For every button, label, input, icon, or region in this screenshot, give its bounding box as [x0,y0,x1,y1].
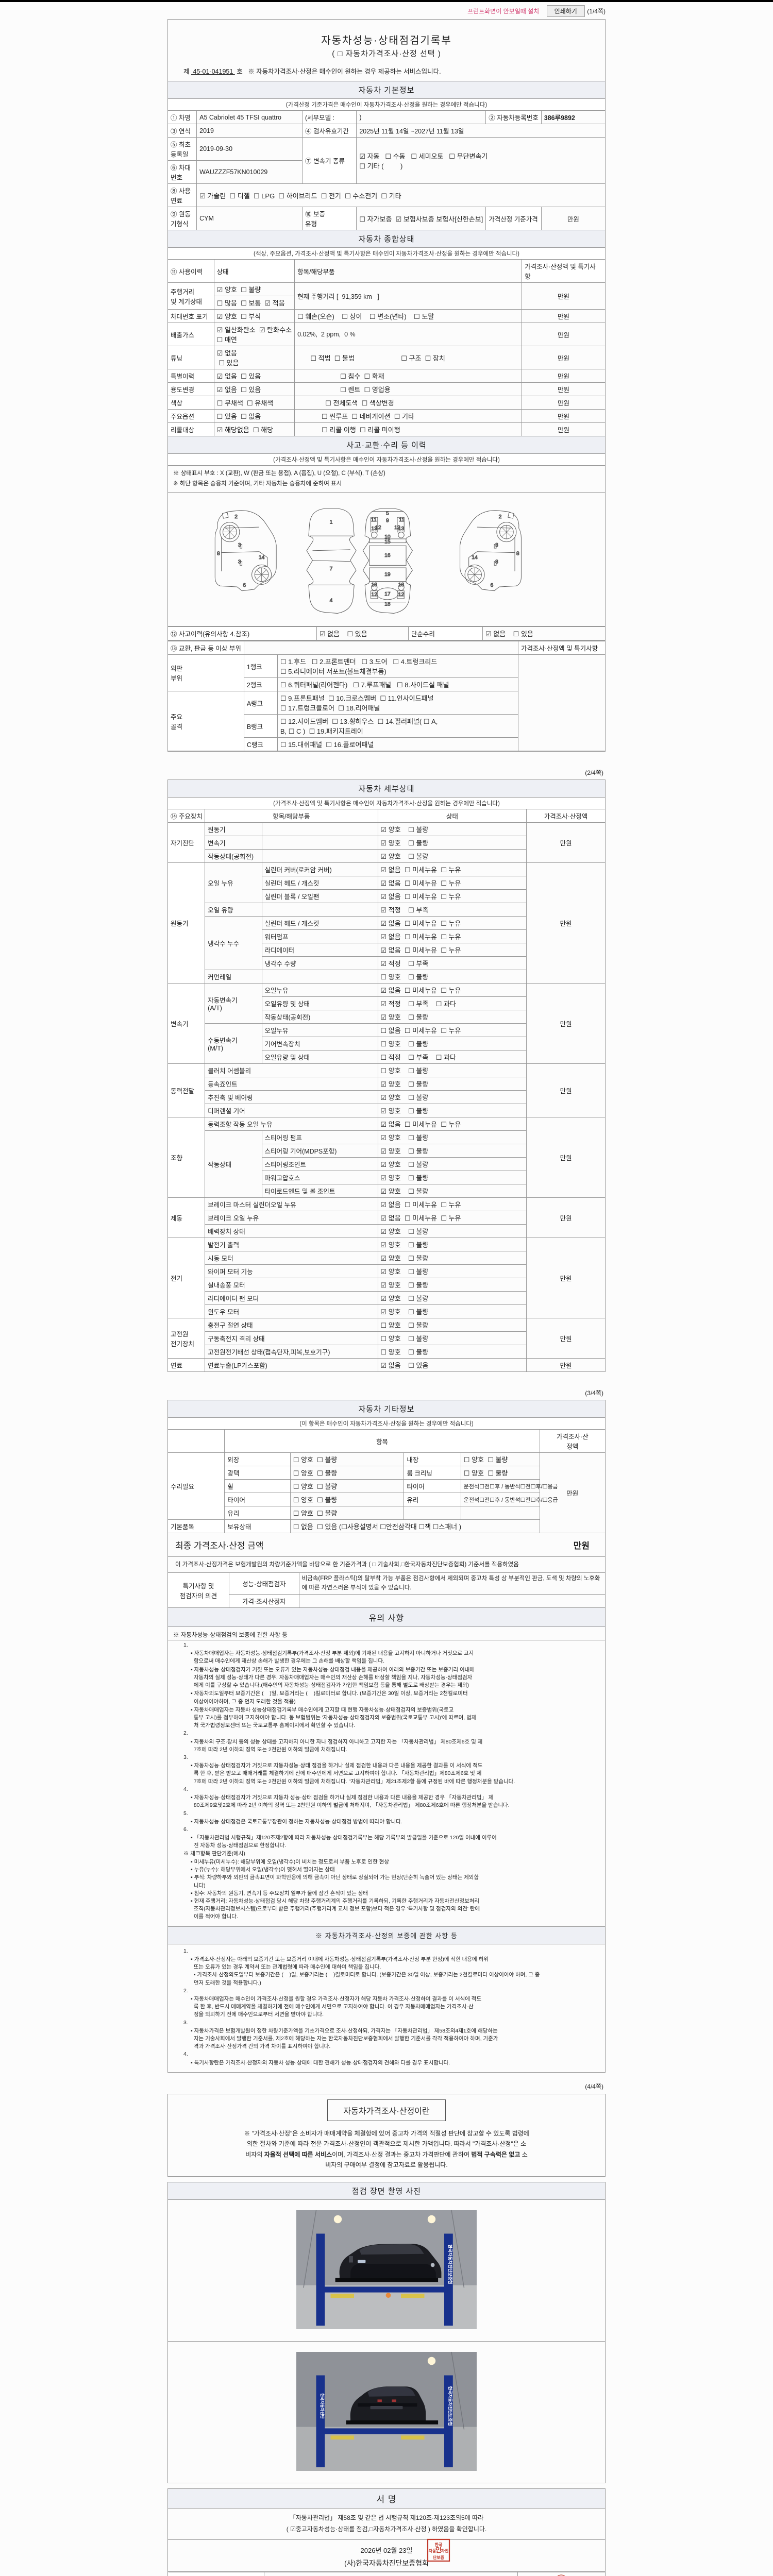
svg-text:16: 16 [384,553,391,558]
svg-text:18: 18 [384,601,391,607]
svg-text:2: 2 [234,514,238,520]
svg-text:13: 13 [371,582,377,588]
svg-text:6: 6 [243,583,246,588]
svg-text:3: 3 [495,543,498,548]
svg-text:2: 2 [499,514,502,520]
svg-text:5: 5 [386,511,389,516]
svg-text:단보증: 단보증 [433,2555,445,2560]
svg-text:14: 14 [259,555,265,561]
svg-text:4: 4 [330,598,333,604]
svg-text:3: 3 [495,560,498,565]
svg-text:9: 9 [386,518,389,524]
svg-text:1: 1 [330,520,333,526]
svg-text:인: 인 [435,2546,442,2554]
svg-text:19: 19 [384,572,391,578]
svg-text:12: 12 [394,525,400,531]
svg-text:15: 15 [384,539,391,545]
svg-text:12: 12 [398,592,405,598]
svg-text:11: 11 [371,517,377,523]
svg-text:3: 3 [238,543,241,548]
svg-text:8: 8 [516,551,519,556]
svg-text:13: 13 [398,582,405,588]
svg-text:6: 6 [490,583,493,588]
svg-text:8: 8 [217,551,220,556]
svg-text:11: 11 [399,517,405,523]
svg-text:한국자동차진단보증협: 한국자동차진단보증협 [447,2245,452,2284]
svg-text:한국자동차진단: 한국자동차진단 [320,2394,325,2419]
svg-text:차진: 차진 [441,2548,449,2553]
svg-text:7: 7 [330,566,333,572]
svg-text:17: 17 [384,591,391,597]
svg-text:12: 12 [371,592,377,598]
svg-text:한국자동차진단보증협: 한국자동차진단보증협 [447,2386,452,2426]
svg-text:12: 12 [375,525,381,531]
svg-text:3: 3 [238,560,241,565]
svg-text:14: 14 [472,555,478,561]
